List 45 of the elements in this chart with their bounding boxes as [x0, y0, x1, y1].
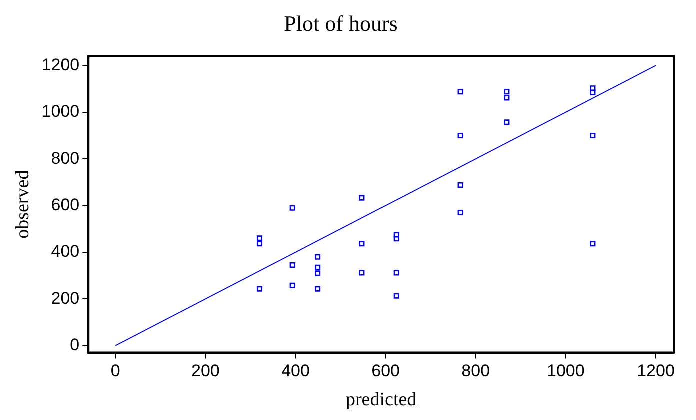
point	[256, 241, 262, 247]
x-tick-label: 600	[372, 362, 400, 381]
point	[256, 236, 262, 242]
x-tick-label: 1000	[547, 362, 585, 381]
point	[290, 262, 296, 268]
point	[315, 286, 321, 292]
y-tick-label: 0	[70, 335, 80, 354]
point	[359, 195, 365, 201]
y-tick-label: 200	[51, 288, 80, 308]
chart-title: Plot of hours	[284, 10, 398, 36]
point	[590, 241, 596, 247]
point	[315, 270, 321, 276]
point	[290, 282, 296, 288]
point	[394, 270, 400, 276]
point	[290, 205, 296, 211]
x-tick-label: 400	[282, 362, 310, 381]
point	[504, 89, 510, 95]
x-tick-label: 800	[462, 362, 490, 381]
point	[315, 254, 321, 260]
y-tick-label: 1200	[42, 55, 80, 74]
point	[394, 232, 400, 238]
point	[458, 182, 464, 188]
point	[394, 236, 400, 242]
x-tick-label: 1200	[637, 362, 675, 381]
point	[256, 286, 262, 292]
y-axis-title: observed	[12, 170, 34, 239]
y-tick-label: 600	[51, 195, 80, 214]
point	[590, 86, 596, 92]
point	[315, 264, 321, 270]
y-tick-label: 1000	[42, 102, 80, 122]
point	[394, 293, 400, 299]
x-axis-title: predicted	[346, 390, 418, 411]
x-tick-label: 0	[110, 362, 120, 381]
point	[590, 132, 596, 139]
point	[458, 132, 464, 139]
point	[504, 120, 510, 126]
point	[590, 90, 596, 96]
x-tick-label: 200	[192, 362, 220, 381]
point	[458, 89, 464, 95]
point	[359, 241, 365, 247]
point	[504, 95, 510, 101]
y-tick-label: 400	[51, 242, 80, 262]
y-tick-label: 800	[51, 148, 80, 168]
point	[359, 270, 365, 276]
point	[458, 210, 464, 216]
